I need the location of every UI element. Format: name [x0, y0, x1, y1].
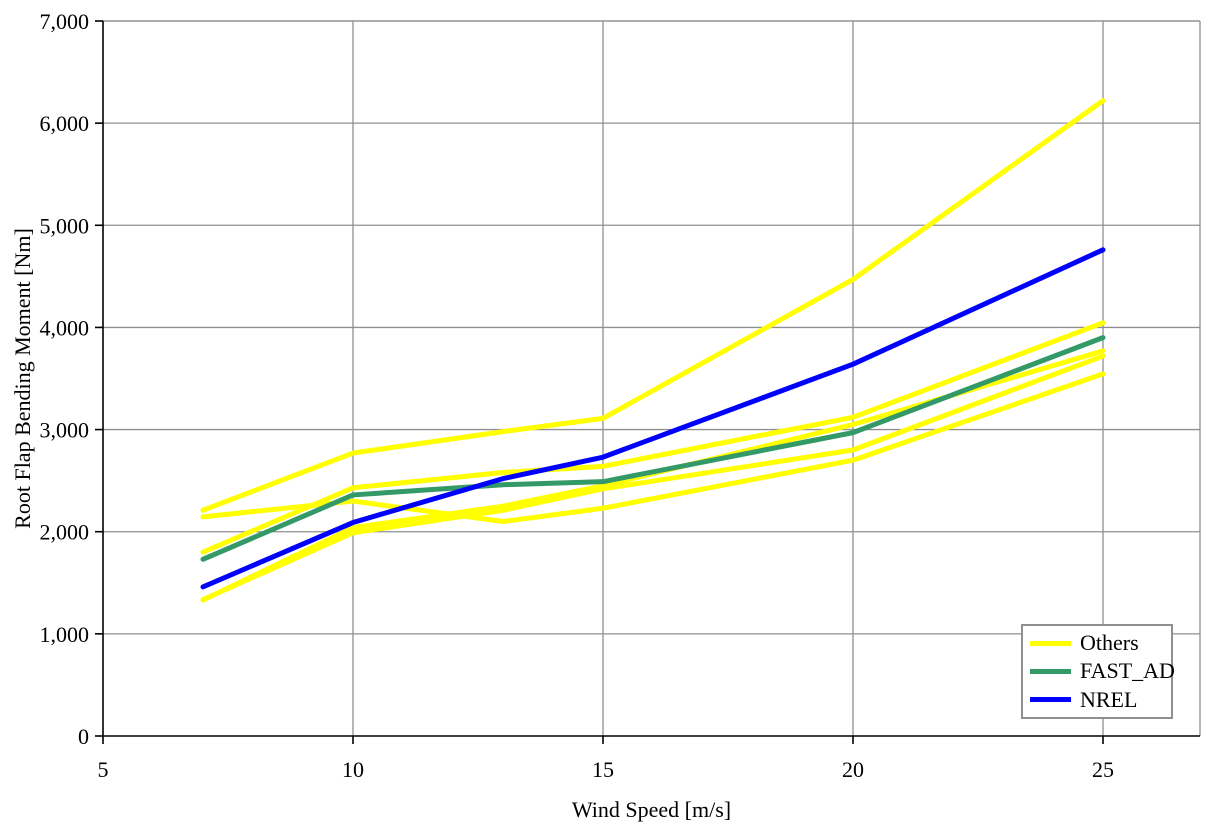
legend-swatch-others [1030, 640, 1071, 646]
legend-swatch-nrel [1030, 697, 1071, 703]
y-tick-label: 7,000 [40, 9, 90, 34]
series-line-nrel-6 [200, 247, 1106, 590]
y-tick-label: 3,000 [40, 418, 90, 443]
y-tick-label: 5,000 [40, 213, 90, 238]
x-tick-label: 20 [842, 757, 864, 782]
legend-entry-others: Others [1030, 630, 1169, 656]
x-tick-label: 15 [592, 757, 614, 782]
legend-entry-nrel: NREL [1030, 687, 1169, 713]
series-line-others-3 [200, 353, 1106, 603]
series-line-fast_ad-5 [200, 335, 1106, 562]
y-axis-title: Root Flap Bending Moment [Nm] [10, 228, 35, 529]
legend: Others FAST_AD NREL [1021, 624, 1175, 719]
series-line-others-0 [200, 98, 1106, 513]
legend-swatch-fast-ad [1030, 668, 1071, 674]
series-line-others-2 [200, 348, 1106, 603]
legend-label-nrel: NREL [1080, 686, 1138, 712]
y-tick-label: 4,000 [40, 315, 90, 340]
legend-entry-fast-ad: FAST_AD [1030, 658, 1175, 684]
x-axis-title: Wind Speed [m/s] [572, 797, 731, 822]
y-tick-label: 1,000 [40, 622, 90, 647]
legend-label-others: Others [1080, 630, 1139, 656]
y-tick-label: 0 [78, 724, 89, 749]
x-tick-label: 25 [1092, 757, 1114, 782]
y-tick-label: 6,000 [40, 111, 90, 136]
x-tick-label: 5 [98, 757, 109, 782]
y-tick-label: 2,000 [40, 520, 90, 545]
legend-label-fast-ad: FAST_AD [1080, 658, 1175, 684]
x-tick-label: 10 [342, 757, 364, 782]
